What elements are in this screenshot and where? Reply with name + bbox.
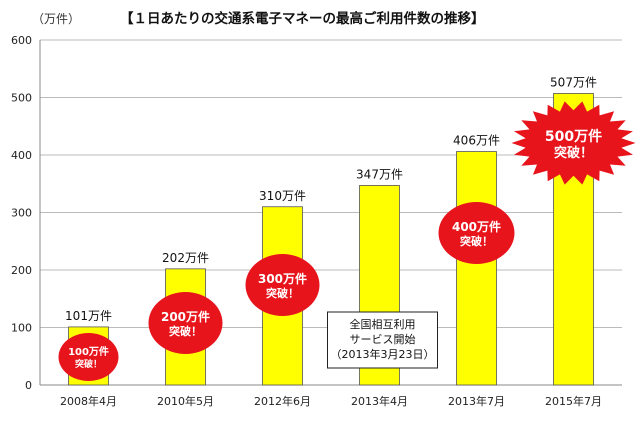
y-tick-label: 500 xyxy=(11,92,32,105)
badge-text: 突破！ xyxy=(266,286,299,300)
milestone-badge xyxy=(438,202,515,264)
x-tick-label: 2008年4月 xyxy=(60,394,117,408)
annotation-box xyxy=(327,311,438,369)
data-label: 101万件 xyxy=(65,309,112,323)
badge-text: 突破！ xyxy=(169,324,202,338)
y-tick-label: 400 xyxy=(11,149,32,162)
data-label: 202万件 xyxy=(162,251,209,265)
bar xyxy=(456,151,497,386)
badge-text: 200万件 xyxy=(161,309,210,324)
y-tick-label: 200 xyxy=(11,264,32,277)
x-tick-label: 2013年4月 xyxy=(351,394,408,408)
annotation-text: （2013年3月23日） xyxy=(331,347,435,361)
annotation-text: サービス開始 xyxy=(350,332,416,346)
badge-text: 100万件 xyxy=(68,345,109,358)
y-tick-label: 300 xyxy=(11,207,32,220)
data-label: 310万件 xyxy=(259,189,306,203)
x-tick-label: 2015年7月 xyxy=(545,394,602,408)
data-label: 507万件 xyxy=(550,75,597,89)
x-tick-label: 2013年7月 xyxy=(448,394,505,408)
milestone-badge xyxy=(58,333,119,381)
x-tick-label: 2010年5月 xyxy=(157,394,214,408)
y-tick-label: 100 xyxy=(11,322,32,335)
badge-text: 300万件 xyxy=(258,271,307,286)
chart-title: 【１日あたりの交通系電子マネーの最高ご利用件数の推移】 xyxy=(120,10,485,27)
milestone-badge xyxy=(148,292,223,354)
y-tick-label: 600 xyxy=(11,34,32,47)
badge-text: 突破！ xyxy=(554,145,593,161)
x-tick-label: 2012年6月 xyxy=(254,394,311,408)
annotation-text: 全国相互利用 xyxy=(350,317,416,331)
data-label: 347万件 xyxy=(356,167,403,181)
y-tick-label: 0 xyxy=(25,379,32,392)
badge-text: 突破！ xyxy=(75,358,102,370)
milestone-badge xyxy=(245,254,320,316)
data-label: 406万件 xyxy=(453,134,500,148)
badge-text: 突破！ xyxy=(460,234,493,248)
badge-text: 400万件 xyxy=(452,219,501,234)
y-axis-unit: （万件） xyxy=(32,12,80,26)
starburst-badge xyxy=(511,101,636,185)
badge-text: 500万件 xyxy=(545,128,602,145)
